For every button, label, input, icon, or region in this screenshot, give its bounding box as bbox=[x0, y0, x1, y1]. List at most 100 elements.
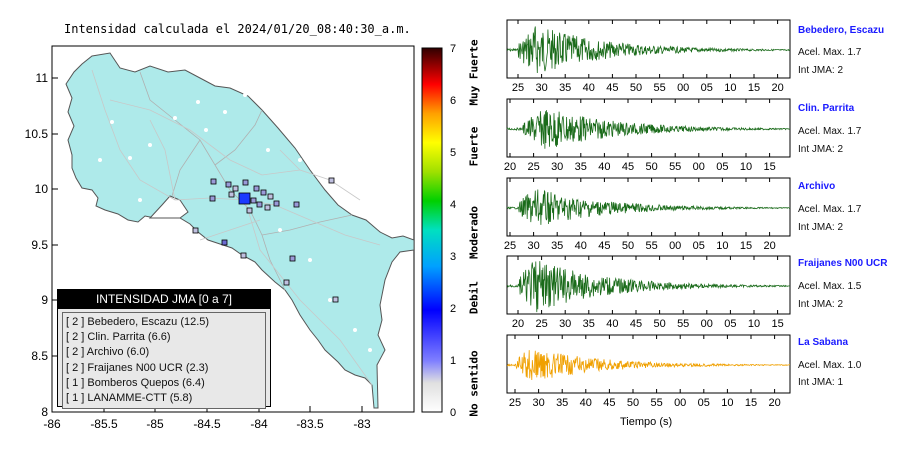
seismogram-trace bbox=[506, 26, 791, 74]
trace-station-name: La Sabana bbox=[798, 337, 849, 348]
legend-row: [ 2 ] Bebedero, Escazu (12.5) bbox=[66, 316, 210, 328]
trace-tick-label: 05 bbox=[724, 318, 736, 330]
trace-tick-label: 30 bbox=[527, 240, 539, 252]
colorbar-tick: 1 bbox=[450, 355, 456, 367]
trace-tick-label: 15 bbox=[745, 397, 757, 409]
trace-tick-label: 30 bbox=[559, 318, 571, 330]
map-y-tick: 11 bbox=[36, 71, 49, 85]
trace-tick-label: 10 bbox=[724, 82, 736, 94]
trace-accel-max: Acel. Max. 1.7 bbox=[798, 204, 862, 215]
trace-accel-max: Acel. Max. 1.5 bbox=[798, 281, 862, 292]
trace-tick-label: 45 bbox=[630, 318, 642, 330]
colorbar-tick: 4 bbox=[450, 199, 456, 211]
time-axis-label: Tiempo (s) bbox=[620, 416, 673, 428]
trace-tick-label: 45 bbox=[598, 240, 610, 252]
trace-tick-label: 25 bbox=[512, 82, 524, 94]
intensity-colorbar bbox=[421, 47, 443, 413]
trace-tick-label: 50 bbox=[653, 318, 665, 330]
trace-tick-label: 40 bbox=[580, 397, 592, 409]
map-y-tick: 9.5 bbox=[31, 238, 48, 252]
trace-tick-label: 00 bbox=[677, 82, 689, 94]
trace-accel-max: Acel. Max. 1.7 bbox=[798, 47, 862, 58]
trace-accel-max: Acel. Max. 1.7 bbox=[798, 126, 862, 137]
trace-station-name: Archivo bbox=[798, 181, 836, 192]
colorbar-category-debil: Debil bbox=[467, 280, 481, 315]
trace-tick-label: 15 bbox=[763, 161, 775, 173]
colorbar-tick: 6 bbox=[450, 95, 456, 107]
trace-tick-label: 00 bbox=[701, 318, 713, 330]
trace-tick-label: 50 bbox=[645, 161, 657, 173]
legend-row: [ 2 ] Clin. Parrita (6.6) bbox=[66, 331, 171, 344]
trace-tick-label: 00 bbox=[693, 161, 705, 173]
trace-tick-label: 30 bbox=[551, 161, 563, 173]
trace-tick-label: 35 bbox=[556, 397, 568, 409]
costa-rica-landmass bbox=[65, 52, 414, 409]
colorbar-category-moderado: Moderado bbox=[467, 206, 481, 259]
trace-tick-label: 10 bbox=[721, 397, 733, 409]
legend-row: [ 1 ] LANAMME-CTT (5.8) bbox=[66, 391, 193, 404]
trace-tick-label: 35 bbox=[551, 240, 563, 252]
seismogram-trace bbox=[506, 110, 791, 149]
trace-int-jma: Int JMA: 1 bbox=[798, 377, 844, 388]
trace-tick-label: 10 bbox=[740, 161, 752, 173]
map-y-tick: 8 bbox=[41, 405, 48, 419]
legend-header: INTENSIDAD JMA [0 a 7] bbox=[58, 290, 270, 309]
trace-tick-label: 30 bbox=[535, 82, 547, 94]
colorbar-tick: 0 bbox=[450, 407, 456, 419]
colorbar-tick: 7 bbox=[450, 43, 456, 55]
trace-tick-label: 50 bbox=[622, 240, 634, 252]
trace-tick-label: 25 bbox=[527, 161, 539, 173]
trace-tick-label: 45 bbox=[603, 397, 615, 409]
trace-tick-label: 25 bbox=[509, 397, 521, 409]
map-y-tick: 9 bbox=[41, 293, 48, 307]
trace-int-jma: Int JMA: 2 bbox=[798, 65, 844, 76]
legend-row: [ 2 ] Archivo (6.0) bbox=[66, 346, 150, 359]
trace-tick-label: 20 bbox=[504, 161, 516, 173]
station-markers bbox=[192, 177, 339, 303]
map-y-tick: 8.5 bbox=[31, 349, 48, 363]
colorbar-tick: 2 bbox=[450, 303, 456, 315]
seismogram-trace bbox=[506, 189, 791, 225]
map-x-tick: -85.5 bbox=[90, 417, 118, 431]
trace-tick-label: 20 bbox=[512, 318, 524, 330]
trace-tick-label: 35 bbox=[575, 161, 587, 173]
trace-tick-label: 20 bbox=[771, 82, 783, 94]
trace-tick-label: 50 bbox=[627, 397, 639, 409]
trace-panels: 25 30 35 40 45 50 55 00 05 10 15 20 20 25 30 35 40 45 50 55… bbox=[504, 19, 791, 409]
colorbar-category-fuerte: Fuerte bbox=[467, 126, 481, 167]
trace-tick-label: 15 bbox=[740, 240, 752, 252]
trace-tick-label: 05 bbox=[716, 161, 728, 173]
trace-tick-label: 25 bbox=[504, 240, 516, 252]
trace-tick-label: 20 bbox=[768, 397, 780, 409]
trace-tick-label: 00 bbox=[674, 397, 686, 409]
trace-tick-label: 05 bbox=[698, 397, 710, 409]
trace-tick-label: 15 bbox=[771, 318, 783, 330]
trace-station-name: Clin. Parrita bbox=[798, 103, 855, 114]
trace-tick-label: 10 bbox=[748, 318, 760, 330]
colorbar-tick: 5 bbox=[450, 147, 456, 159]
trace-tick-label: 30 bbox=[532, 397, 544, 409]
seismogram-trace bbox=[506, 350, 790, 381]
trace-tick-label: 55 bbox=[645, 240, 657, 252]
trace-tick-label: 20 bbox=[763, 240, 775, 252]
map-x-tick: -86 bbox=[43, 417, 61, 431]
trace-tick-label: 05 bbox=[701, 82, 713, 94]
trace-tick-label: 10 bbox=[716, 240, 728, 252]
map-title: Intensidad calculada el 2024/01/20_08:40… bbox=[64, 22, 411, 36]
map-x-tick: -83 bbox=[353, 417, 371, 431]
trace-tick-label: 45 bbox=[622, 161, 634, 173]
trace-int-jma: Int JMA: 2 bbox=[798, 144, 844, 155]
colorbar-tick: 3 bbox=[450, 251, 456, 263]
colorbar-category-no-sentido: No sentido bbox=[467, 350, 481, 417]
trace-tick-label: 55 bbox=[650, 397, 662, 409]
trace-station-name: Fraijanes N00 UCR bbox=[798, 258, 888, 269]
map-y-tick: 10.5 bbox=[25, 127, 49, 141]
colorbar-category-muy-fuerte: Muy Fuerte bbox=[467, 39, 481, 106]
map-y-tick: 10 bbox=[35, 182, 49, 196]
trace-tick-label: 50 bbox=[630, 82, 642, 94]
legend-row: [ 1 ] Bomberos Quepos (6.4) bbox=[66, 376, 205, 389]
legend-row: [ 2 ] Fraijanes N00 UCR (2.3) bbox=[66, 361, 209, 374]
trace-accel-max: Acel. Max. 1.0 bbox=[798, 360, 862, 371]
trace-tick-label: 35 bbox=[559, 82, 571, 94]
